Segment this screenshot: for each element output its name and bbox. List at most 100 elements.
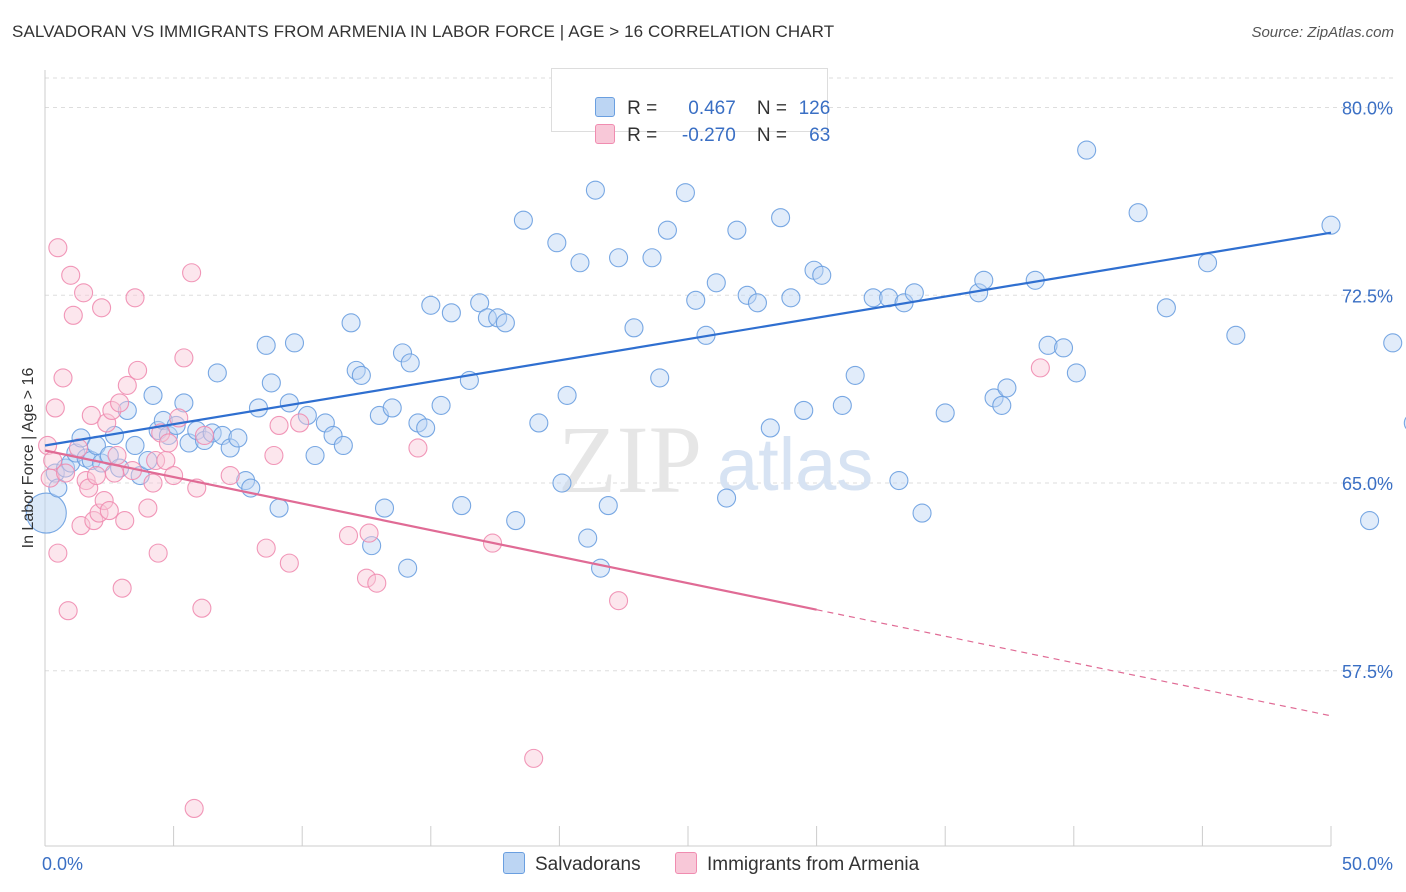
armenia-point [138,498,158,518]
trend-layer [44,231,1332,717]
grid-layer [45,77,1393,672]
armenia-point [367,573,387,593]
salvadoran-point [747,293,767,313]
y-tick-label: 72.5% [1342,286,1393,306]
armenia-point [63,305,83,325]
salvadoran-point [650,368,670,388]
salvadoran-point [997,378,1017,398]
pink-swatch [595,124,616,144]
armenia-point [174,348,194,368]
armenia-point [151,423,171,443]
armenia-point [115,511,135,531]
salvadoran-point [781,288,801,308]
salvadoran-point [25,492,67,534]
armenia-point [338,526,359,546]
salvadoran-point [228,428,248,448]
watermark-atlas: atlas [717,423,873,506]
armenia-point [94,491,114,511]
salvadoran-point [529,413,549,433]
y-axis-label: In Labor Force | Age > 16 [20,368,37,549]
salvadoran-point [578,528,598,548]
salvadoran-point [598,496,618,516]
blue-swatch [595,97,616,117]
salvadoran-point [706,273,726,293]
salvadoran-point [1197,253,1218,273]
armenia-point [290,413,310,433]
salvadoran-point [992,395,1012,415]
armenia-point [269,415,289,436]
armenia-point [194,425,215,446]
salvadoran-point [832,395,852,415]
salvadoran-point [174,393,194,413]
legend-item-armenia[interactable]: Immigrants from Armenia [675,852,919,876]
salvadoran-point [657,220,677,240]
armenia-point [110,393,130,413]
salvadoran-point [284,333,305,353]
salvadoran-point [585,180,605,200]
chart-title: SALVADORAN VS IMMIGRANTS FROM ARMENIA IN… [12,22,835,41]
salvadoran-point [717,488,737,508]
r-value: 0.467 [688,98,736,119]
salvadoran-point [591,558,611,578]
salvadoran-point [341,313,361,333]
armenia-point [48,543,68,563]
salvadoran-point [513,210,533,230]
salvadoran-point [452,496,472,516]
salvadoran-point [470,293,490,313]
salvadoran-point [256,335,276,355]
stats-legend-row-salvadorans: R = 0.467 N = 126 [574,75,830,119]
salvadoran-point [686,290,706,310]
salvadoran-point [727,220,747,240]
salvadoran-point [552,473,572,493]
armenia-point [45,398,65,418]
salvadoran-point [1156,298,1176,318]
armenia-point [48,238,68,258]
salvadoran-point [297,405,317,425]
salvadoran-point [1066,363,1086,383]
armenia-trend-extension [816,609,1332,717]
salvadoran-point [889,470,909,491]
salvadoran-point [812,265,832,285]
armenia-point [158,433,179,453]
salvadoran-point [400,353,420,373]
salvadoran-point [495,313,515,333]
armenia-point [192,598,212,618]
salvadoran-point [737,285,757,305]
legend-item-salvadorans[interactable]: Salvadorans [503,852,641,876]
salvadoran-point [269,498,289,518]
salvadoran-point [305,445,325,466]
source-label: Source: ZipAtlas.com [1251,24,1394,41]
salvadoran-point [421,295,441,315]
y-tick-label: 80.0% [1342,99,1393,119]
salvadoran-point [1038,335,1058,355]
salvadoran-point [441,303,461,323]
salvadoran-point [506,511,526,531]
armenia-point [146,450,166,471]
armenia-point [56,463,76,483]
salvadoran-point [333,435,353,456]
salvadoran-point [351,365,371,385]
armenia-trend-line [44,449,817,611]
salvadoran-point [845,365,865,385]
armenia-point [112,578,132,598]
salvadoran-point [547,233,567,253]
salvadoran-point [261,373,281,393]
salvadoran-point [143,385,163,405]
salvadoran-point [194,430,215,451]
armenia-point [86,465,106,486]
armenia-point [58,601,78,621]
armenia-point [53,368,73,388]
salvadoran-trend-line [44,231,1332,447]
armenia-point [408,438,428,458]
label-layer: 80.0% 72.5% 65.0% 57.5% 0.0% 50.0% In Labor Fo… [20,99,1393,874]
salvadoran-point [48,478,68,498]
salvadoran-point [323,425,343,446]
salvadoran-point [609,248,629,268]
salvadoran-point [374,498,395,518]
armenia-point [107,445,127,466]
salvadoran-point [392,343,413,363]
armenia-point [524,748,544,768]
armenia-point [279,553,299,573]
armenia-point [76,470,96,491]
